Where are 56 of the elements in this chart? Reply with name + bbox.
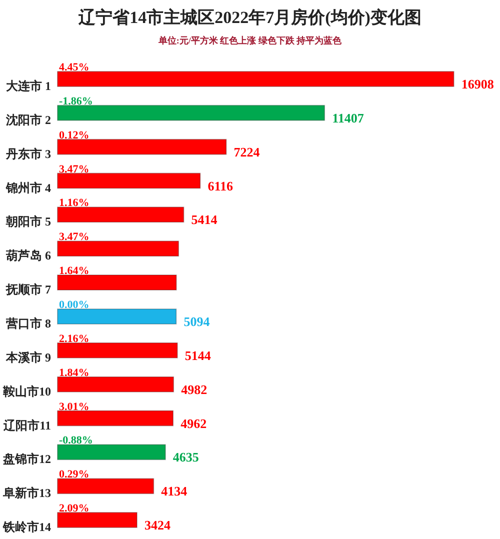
annotation: 0.12% (59, 129, 90, 142)
bar (57, 172, 201, 189)
annotation: 2.16% (59, 332, 90, 345)
y-tick-label: 朝阳市 5 (5, 214, 51, 229)
data-label: 11407 (332, 110, 364, 126)
bar (57, 478, 154, 494)
annotation: 0.00% (59, 298, 90, 311)
annotation: 2.09% (59, 502, 90, 515)
annotation: -1.86% (59, 95, 93, 108)
y-tick-label: 阜新市13 (2, 486, 51, 500)
annotation: 1.84% (59, 366, 90, 379)
bar (57, 410, 174, 426)
bar (57, 240, 180, 257)
y-tick-label: 辽阳市11 (2, 418, 51, 432)
y-tick-label: 营口市 8 (5, 316, 51, 330)
y-tick-label: 沈阳市 2 (5, 112, 51, 127)
annotation: 3.47% (59, 231, 90, 244)
y-tick-label: 本溪市 9 (5, 350, 51, 364)
y-tick-label: 盘锦市12 (2, 452, 51, 466)
y-tick-label: 大连市 1 (6, 78, 51, 93)
annotation: 3.47% (59, 163, 90, 176)
bar (57, 104, 326, 121)
chart-subtitle: 单位:元/平方米 红色上涨 绿色下跌 持平为蓝色 (157, 36, 343, 46)
annotation: -0.88% (59, 434, 93, 447)
annotation: 0.29% (59, 468, 90, 481)
data-label: 7224 (234, 144, 260, 160)
bar (57, 444, 166, 460)
data-label: 4134 (161, 484, 188, 499)
data-label: 4962 (180, 416, 207, 431)
annotation: 3.01% (59, 400, 90, 413)
bar (57, 274, 177, 291)
bar (57, 70, 454, 87)
bar (57, 206, 184, 223)
bar (57, 138, 227, 155)
data-label: 16908 (461, 76, 494, 92)
y-tick-label: 抚顺市 7 (5, 282, 51, 297)
data-label: 3424 (144, 518, 171, 533)
y-tick-label: 鞍山市10 (2, 384, 51, 398)
bar (57, 308, 177, 324)
y-tick-label: 铁岭市14 (2, 520, 51, 534)
chart-title: 辽宁省14市主城区2022年7月房价(均价)变化图 (78, 8, 422, 27)
data-label: 5094 (184, 314, 210, 329)
bar (57, 376, 174, 392)
data-label: 5144 (184, 348, 212, 363)
annotation: 4.45% (59, 61, 90, 74)
y-tick-label: 锦州市 4 (5, 180, 51, 195)
bar (57, 512, 138, 528)
annotation: 1.64% (59, 265, 90, 278)
bar (57, 342, 178, 358)
data-label: 6116 (208, 178, 234, 194)
y-tick-label: 葫芦岛 6 (5, 248, 51, 263)
annotation: 1.16% (59, 197, 90, 210)
y-tick-label: 丹东市 3 (5, 146, 51, 161)
data-label: 4635 (172, 450, 200, 465)
data-label: 5414 (191, 212, 218, 228)
data-label: 4982 (181, 382, 208, 397)
